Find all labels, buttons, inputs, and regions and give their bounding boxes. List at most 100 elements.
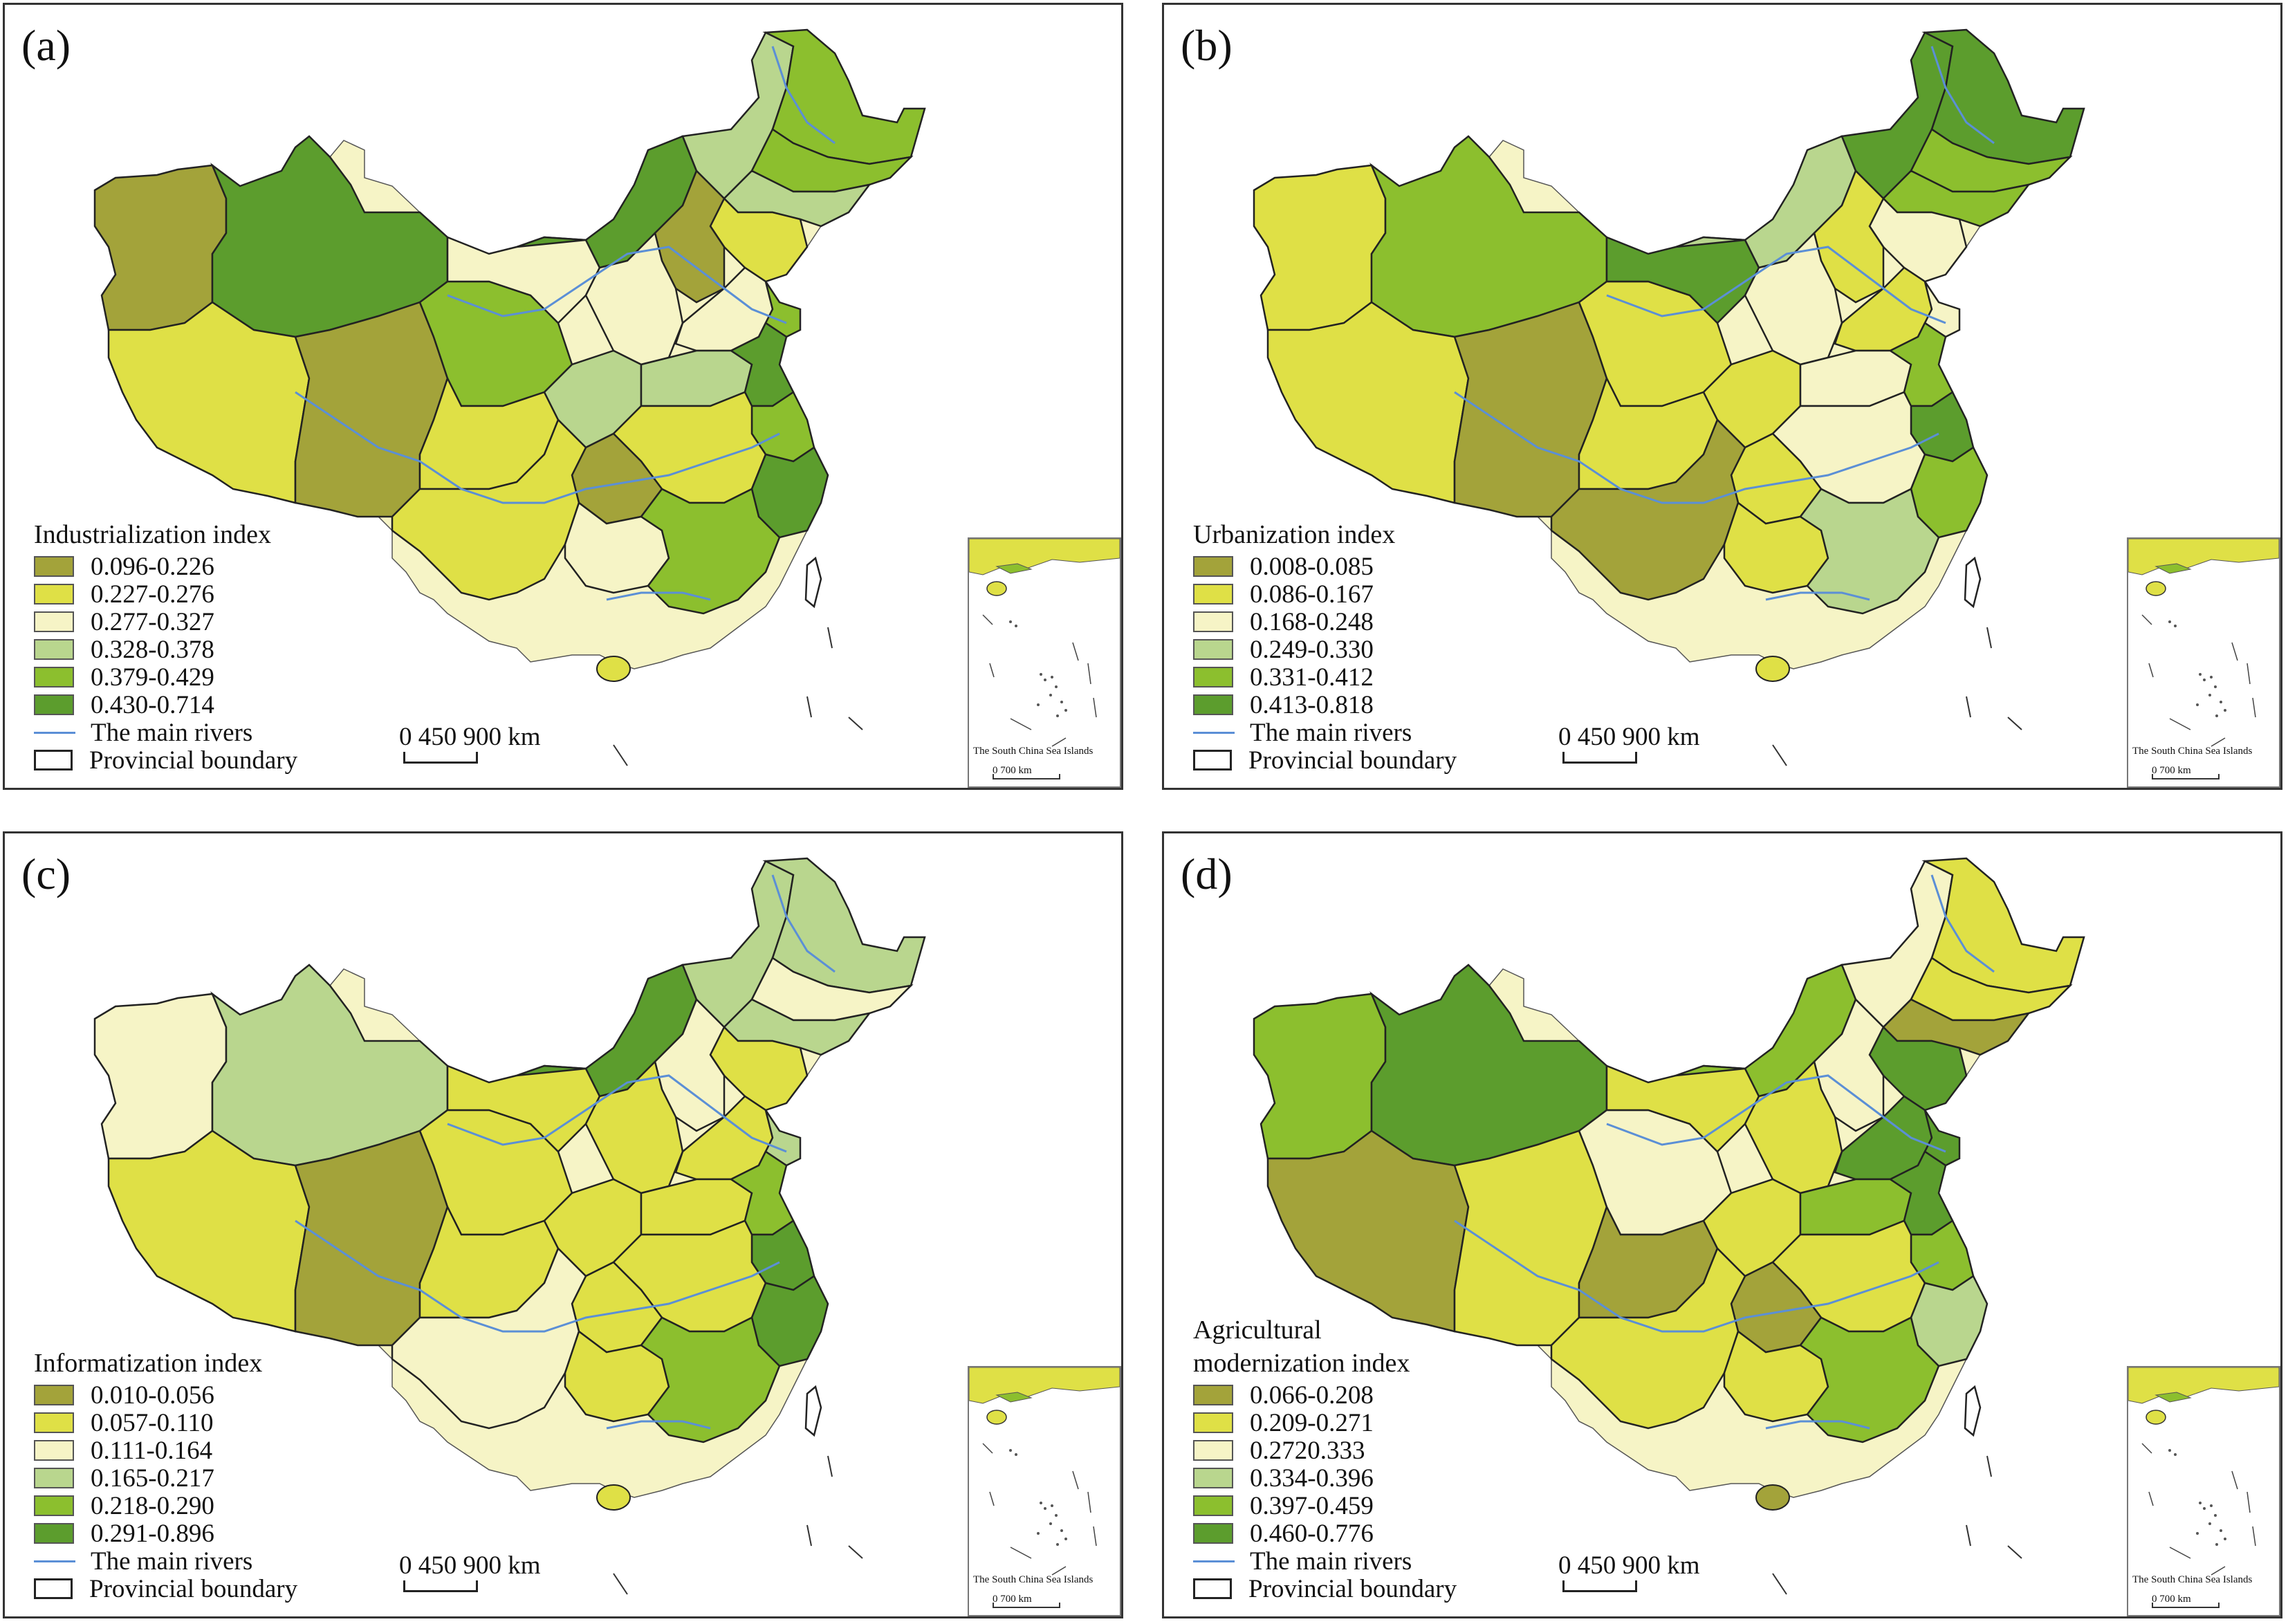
map-legend: Industrialization index 0.096-0.226 0.227…	[34, 519, 297, 775]
river-3	[771, 874, 836, 973]
inset-scale-label: 0 700 km	[993, 765, 1032, 776]
boundary-symbol	[34, 750, 73, 771]
legend-range-label: 0.430-0.714	[91, 690, 214, 719]
region-hainan	[596, 1484, 631, 1511]
boundary-dash-1	[1966, 696, 1971, 718]
legend-boundary: Provincial boundary	[34, 1575, 297, 1603]
panel-a: (a) Industrialization index 0.096-0.226 0…	[3, 3, 1123, 790]
region-xinjiang-west	[1253, 993, 1387, 1160]
legend-swatch	[34, 1523, 74, 1544]
south-china-sea-inset: The South China Sea Islands 0 700 km	[2127, 537, 2280, 788]
legend-swatch	[34, 584, 74, 605]
boundary-dash-2	[848, 717, 863, 730]
map-legend: Agricultural modernization index 0.066-0…	[1193, 1315, 1457, 1603]
river-2	[447, 1074, 787, 1153]
panel-label: (d)	[1181, 849, 1233, 898]
legend-range-label: 0.328-0.378	[91, 635, 214, 664]
legend-class-4: 0.165-0.217	[34, 1464, 297, 1493]
region-xinjiang-west	[1253, 164, 1387, 331]
legend-class-6: 0.460-0.776	[1193, 1519, 1457, 1548]
boundary-dash-1	[806, 1524, 812, 1547]
inset-scale-line	[993, 1603, 1060, 1608]
legend-rivers: The main rivers	[1193, 1547, 1457, 1576]
boundary-dash-3	[613, 1573, 628, 1595]
region-hainan	[1755, 656, 1790, 682]
boundary-dash-2	[2007, 717, 2022, 730]
river-1	[295, 1219, 780, 1333]
legend-range-label: 0.096-0.226	[91, 552, 214, 581]
boundary-dash-4	[1986, 1455, 1992, 1477]
region-taiwan	[804, 1385, 822, 1437]
legend-boundary: Provincial boundary	[34, 746, 297, 775]
legend-rivers-label: The main rivers	[1250, 718, 1412, 747]
legend-swatch	[34, 1385, 74, 1405]
legend-range-label: 0.227-0.276	[91, 580, 214, 609]
legend-boundary-label: Provincial boundary	[1248, 746, 1457, 775]
scale-bar-line	[1562, 1580, 1637, 1592]
boundary-dash-1	[1966, 1524, 1971, 1547]
panel-label: (a)	[21, 21, 71, 70]
choropleth-map	[1253, 28, 2085, 766]
legend-swatch	[1193, 694, 1233, 715]
legend-class-2: 0.086-0.167	[1193, 580, 1457, 609]
scale-bar-label: 0 450 900 km	[399, 723, 541, 751]
map-legend: Urbanization index 0.008-0.085 0.086-0.16…	[1193, 519, 1457, 775]
region-taiwan	[804, 556, 822, 609]
legend-class-4: 0.328-0.378	[34, 635, 297, 664]
river-2	[1606, 246, 1946, 324]
river-1	[1454, 391, 1939, 504]
river-4	[1765, 591, 1870, 601]
scale-bar: 0 450 900 km	[1558, 1551, 1700, 1592]
legend-range-label: 0.249-0.330	[1250, 635, 1374, 664]
region-xinjiang-west	[93, 164, 228, 331]
legend-range-label: 0.165-0.217	[91, 1464, 214, 1493]
legend-title: Industrialization index	[34, 520, 271, 549]
legend-rivers-label: The main rivers	[1250, 1547, 1412, 1576]
legend-boundary-label: Provincial boundary	[1248, 1574, 1457, 1603]
boundary-dash-1	[806, 696, 812, 718]
river-line-symbol	[1193, 1560, 1235, 1562]
region-heilongjiang	[1921, 857, 2085, 994]
panel-d: (d) Agricultural modernization index 0.0…	[1162, 831, 2282, 1618]
boundary-dash-4	[827, 627, 833, 649]
river-4	[606, 1420, 711, 1430]
legend-title: Informatization index	[34, 1349, 263, 1378]
legend-swatch	[1193, 1523, 1233, 1544]
region-taiwan	[1964, 1385, 1982, 1437]
scale-bar: 0 450 900 km	[1558, 722, 1700, 764]
legend-range-label: 0.168-0.248	[1250, 607, 1374, 636]
legend-swatch	[34, 667, 74, 688]
inset-scale-line	[993, 774, 1060, 779]
boundary-dash-4	[827, 1455, 833, 1477]
south-china-sea-inset: The South China Sea Islands 0 700 km	[2127, 1366, 2280, 1616]
river-line-symbol	[1193, 731, 1235, 734]
region-xinjiang-west	[93, 993, 228, 1160]
region-hainan	[1755, 1484, 1790, 1511]
legend-range-label: 0.460-0.776	[1250, 1519, 1374, 1548]
river-line-symbol	[34, 731, 75, 734]
river-4	[1765, 1420, 1870, 1430]
legend-class-3: 0.277-0.327	[34, 608, 297, 636]
legend-swatch	[34, 639, 74, 660]
legend-swatch	[1193, 556, 1233, 577]
legend-class-6: 0.413-0.818	[1193, 691, 1457, 719]
inset-scale-line	[2152, 1603, 2220, 1608]
region-guangdong	[640, 488, 781, 615]
river-4	[606, 591, 711, 601]
legend-range-label: 0.209-0.271	[1250, 1408, 1374, 1437]
inset-map	[2128, 538, 2280, 747]
legend-rivers-label: The main rivers	[91, 718, 253, 747]
choropleth-map	[93, 28, 926, 766]
scale-bar-label: 0 450 900 km	[1558, 1551, 1700, 1580]
legend-range-label: 0.2720.333	[1250, 1436, 1365, 1465]
choropleth-map	[1253, 857, 2085, 1595]
scale-bar-line	[403, 1580, 478, 1592]
boundary-symbol	[34, 1578, 73, 1599]
legend-boundary-label: Provincial boundary	[89, 1574, 298, 1603]
boundary-dash-2	[2007, 1545, 2022, 1559]
river-3	[1930, 874, 1995, 973]
river-2	[1606, 1074, 1946, 1153]
legend-rivers: The main rivers	[34, 1547, 297, 1576]
legend-swatch	[1193, 1440, 1233, 1461]
map-legend: Informatization index 0.010-0.056 0.057-0…	[34, 1348, 297, 1603]
